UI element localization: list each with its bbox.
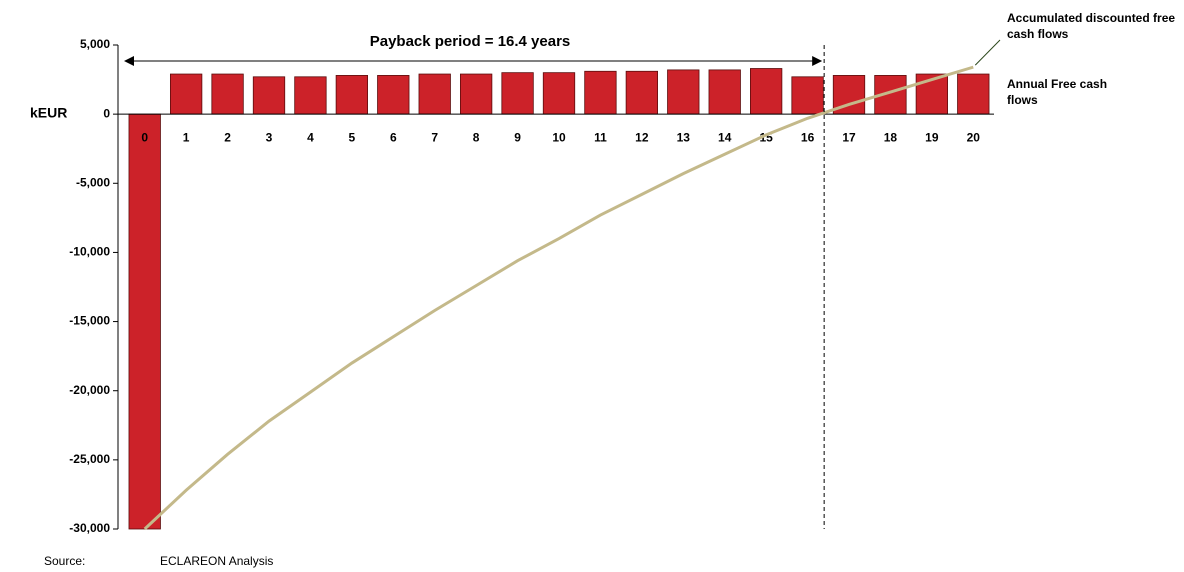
x-tick-label: 19 (925, 130, 939, 144)
x-tick-label: 16 (801, 130, 815, 144)
y-tick-label: -15,000 (69, 314, 110, 328)
x-tick-label: 12 (635, 130, 649, 144)
y-tick-label: 0 (103, 106, 110, 120)
bar (501, 72, 534, 115)
bar (252, 76, 286, 115)
x-tick-label: 17 (842, 130, 856, 144)
x-tick-label: 0 (141, 130, 148, 144)
x-tick-label: 9 (514, 130, 521, 144)
bar (294, 76, 327, 115)
bar (791, 76, 824, 115)
bar (169, 73, 203, 115)
source-label: Source: (44, 554, 85, 568)
bar (584, 70, 617, 115)
y-axis-label: kEUR (30, 105, 67, 121)
source: ECLAREON Analysis (160, 554, 273, 568)
bar (418, 73, 451, 115)
bar (915, 73, 948, 115)
bar (625, 70, 658, 115)
x-tick-label: 3 (266, 130, 273, 144)
x-tick-label: 1 (183, 130, 190, 144)
x-tick-label: 4 (307, 130, 314, 144)
bar (459, 73, 493, 115)
bar (335, 75, 369, 115)
annotation: Payback period = 16.4 years (370, 33, 571, 50)
x-tick-label: 5 (349, 130, 356, 144)
x-tick-label: 14 (718, 130, 732, 144)
x-tick-label: 6 (390, 130, 397, 144)
x-tick-label: 11 (594, 130, 607, 144)
y-tick-label: -30,000 (69, 521, 110, 535)
x-tick-label: 18 (884, 130, 898, 144)
y-tick-label: -5,000 (76, 175, 110, 189)
x-tick-label: 2 (224, 130, 231, 144)
arrow-head (124, 56, 134, 66)
x-tick-label: 8 (473, 130, 480, 144)
bar (667, 69, 700, 115)
line (143, 65, 974, 531)
y-tick-label: 5,000 (80, 37, 110, 51)
x-tick-label: 20 (967, 130, 981, 144)
y-tick-label: -25,000 (69, 452, 110, 466)
bar (377, 75, 410, 115)
bar (708, 69, 741, 115)
y-tick-label: -20,000 (69, 383, 110, 397)
x-tick-label: 7 (431, 130, 438, 144)
x-tick-label: 10 (552, 130, 566, 144)
bar (957, 73, 990, 115)
bar (542, 72, 576, 115)
x-tick-label: 13 (677, 130, 691, 144)
bar (128, 113, 161, 530)
legend-line: Accumulated discounted free cash flows (1007, 11, 1176, 41)
bar (750, 68, 783, 115)
legend-bar: Annual Free cash flows (1007, 77, 1108, 107)
leader (974, 39, 1001, 66)
bar (211, 73, 244, 115)
y-tick-label: -10,000 (69, 245, 110, 259)
arrow-head (812, 56, 823, 66)
